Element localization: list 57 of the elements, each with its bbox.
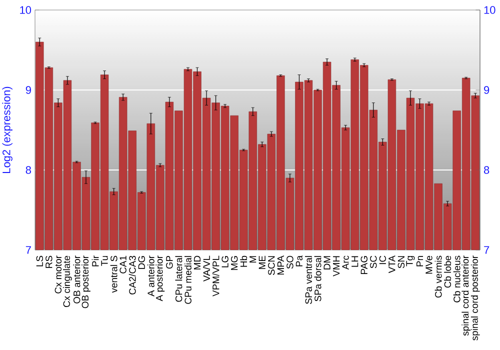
x-tick-label: spinal cord anterior [462, 256, 471, 336]
y-axis-title: Log2 (expression) [2, 86, 12, 173]
x-tick-label: VMH [333, 256, 340, 276]
x-tick-label: ventral S [110, 256, 118, 293]
x-tick-label: CA1 [120, 256, 126, 274]
x-tick-label: Arc [342, 256, 349, 270]
x-tick-label: VTA [388, 255, 396, 274]
x-tick-label: ME [258, 256, 266, 269]
x-tick-label: PAG [360, 256, 368, 274]
x-tick-label: OB anterior [73, 256, 80, 304]
x-tick-label: Tg [406, 256, 415, 266]
x-tick-label: CPu medial [184, 256, 192, 304]
x-tick-label: Cb lobe [444, 256, 452, 288]
x-tick-label: Pn [416, 256, 423, 266]
x-tick-label: OB posterior [82, 256, 90, 308]
x-tick-label: MVe [426, 256, 432, 274]
x-tick-label: LG [222, 256, 228, 268]
x-tick-label: VA/VL [203, 256, 210, 282]
x-tick-label: SCN [268, 256, 275, 275]
x-tick-label: SPa ventral [305, 256, 312, 304]
x-tick-label: RS [46, 256, 52, 268]
x-tick-label: M [250, 256, 256, 263]
x-tick-label: DM [324, 256, 330, 270]
x-tick-label: CPu lateral [175, 256, 182, 302]
x-tick-label: Cb vermis [434, 256, 442, 298]
y2-tick-label: 9 [484, 86, 490, 94]
x-tick-label: GP [166, 256, 173, 269]
x-tick-label: Cx cingulate [63, 256, 72, 308]
x-tick-label: Cb nucleus [453, 256, 460, 302]
x-tick-label: Pa [296, 255, 303, 266]
x-tick-label: DG [138, 256, 145, 269]
x-tick-label: spinal cord posterior [470, 256, 480, 340]
x-tick-label: SPa dorsal [314, 256, 322, 302]
x-tick-label: SN [398, 256, 405, 268]
x-tick-label: Cx motor [54, 256, 62, 294]
x-tick-label: LH [352, 256, 358, 267]
x-tick-label: SC [370, 256, 377, 268]
y2-tick-label: 8 [484, 166, 490, 174]
x-tick-label: MG [230, 256, 238, 270]
x-tick-label: A anterior [147, 256, 154, 296]
x-tick-label: A posterior [156, 256, 165, 302]
x-tick-label: CA2/CA3 [128, 256, 136, 294]
y-tick-label: 7 [26, 246, 31, 254]
x-tick-label: Hb [240, 256, 248, 267]
x-tick-label: IC [379, 256, 386, 264]
x-tick-label: Tu [101, 256, 108, 266]
x-tick-label: MD [194, 256, 200, 270]
x-tick-label: VPM/VPL [212, 256, 220, 296]
x-tick-label: Pir [92, 256, 99, 266]
y2-tick-label: 10 [484, 6, 496, 14]
y-tick-label: 10 [20, 6, 32, 14]
y2-tick-label: 7 [484, 246, 490, 254]
y-tick-label: 8 [26, 166, 31, 174]
x-tick-label: MPA [277, 255, 284, 274]
x-tick-label: LS [36, 256, 43, 266]
y-tick-label: 9 [26, 86, 31, 94]
x-tick-label: SO [286, 256, 294, 269]
